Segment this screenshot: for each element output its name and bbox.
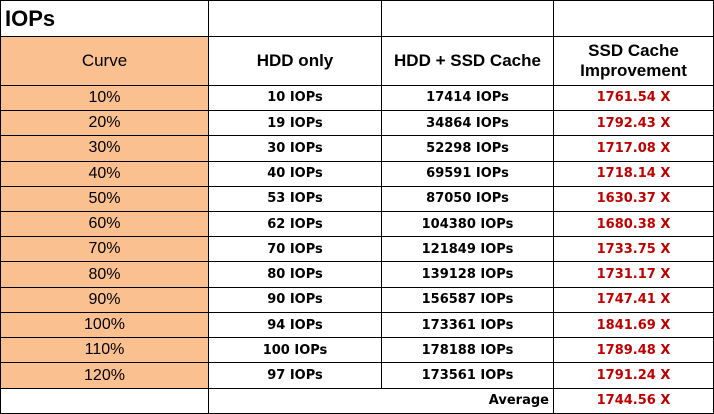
hdd-only-cell: 94 IOPs [208, 311, 382, 339]
blank-cell [0, 387, 209, 414]
hdd-ssd-cell: 139128 IOPs [381, 261, 554, 288]
hdd-only-cell: 80 IOPs [208, 261, 382, 288]
improvement-cell: 1789.48 X [553, 337, 714, 364]
hdd-ssd-cell: 173561 IOPs [381, 362, 554, 389]
curve-cell: 30% [0, 135, 209, 162]
improvement-cell: 1717.08 X [553, 135, 714, 162]
hdd-ssd-cell: 173361 IOPs [381, 311, 554, 339]
improvement-cell: 1680.38 X [553, 210, 714, 238]
hdd-ssd-cell: 34864 IOPs [381, 110, 554, 137]
hdd-ssd-cell: 121849 IOPs [381, 236, 554, 263]
curve-cell: 90% [0, 286, 209, 313]
table-row: 70% 70 IOPs 121849 IOPs 1733.75 X [0, 236, 714, 263]
curve-cell: 60% [0, 210, 209, 238]
curve-cell: 20% [0, 110, 209, 137]
improvement-cell: 1841.69 X [553, 311, 714, 339]
table-row: 100% 94 IOPs 173361 IOPs 1841.69 X [0, 311, 714, 339]
hdd-only-cell: 19 IOPs [208, 110, 382, 137]
hdd-ssd-cell: 69591 IOPs [381, 160, 554, 187]
hdd-ssd-cell: 156587 IOPs [381, 286, 554, 313]
table-body: 10% 10 IOPs 17414 IOPs 1761.54 X 20% 19 IOPs 3… [0, 84, 714, 389]
hdd-only-cell: 70 IOPs [208, 236, 382, 263]
hdd-only-cell: 62 IOPs [208, 210, 382, 238]
table-row: 30% 30 IOPs 52298 IOPs 1717.08 X [0, 135, 714, 162]
curve-cell: 50% [0, 185, 209, 212]
hdd-ssd-cell: 178188 IOPs [381, 337, 554, 364]
hdd-ssd-cell: 17414 IOPs [381, 84, 554, 112]
blank-cell [381, 0, 554, 38]
curve-cell: 110% [0, 337, 209, 364]
blank-cell [208, 0, 382, 38]
curve-cell: 70% [0, 236, 209, 263]
table-row: 90% 90 IOPs 156587 IOPs 1747.41 X [0, 286, 714, 313]
curve-cell: 10% [0, 84, 209, 112]
hdd-only-cell: 40 IOPs [208, 160, 382, 187]
table-row: 120% 97 IOPs 173561 IOPs 1791.24 X [0, 362, 714, 389]
sheet-title: IOPs [0, 0, 209, 38]
curve-cell: 120% [0, 362, 209, 389]
hdd-only-cell: 100 IOPs [208, 337, 382, 364]
curve-cell: 80% [0, 261, 209, 288]
curve-cell: 40% [0, 160, 209, 187]
hdd-ssd-cell: 104380 IOPs [381, 210, 554, 238]
table-row: 60% 62 IOPs 104380 IOPs 1680.38 X [0, 210, 714, 238]
table-row: 10% 10 IOPs 17414 IOPs 1761.54 X [0, 84, 714, 112]
header-curve: Curve [0, 36, 209, 86]
hdd-only-cell: 97 IOPs [208, 362, 382, 389]
title-row: IOPs [0, 0, 714, 38]
header-ssd-cache-improvement: SSD Cache Improvement [553, 36, 714, 86]
header-hdd-only: HDD only [208, 36, 382, 86]
table-row: 40% 40 IOPs 69591 IOPs 1718.14 X [0, 160, 714, 187]
improvement-cell: 1747.41 X [553, 286, 714, 313]
improvement-cell: 1791.24 X [553, 362, 714, 389]
hdd-ssd-cell: 52298 IOPs [381, 135, 554, 162]
average-row: Average 1744.56 X [0, 387, 714, 414]
table-row: 80% 80 IOPs 139128 IOPs 1731.17 X [0, 261, 714, 288]
table-row: 20% 19 IOPs 34864 IOPs 1792.43 X [0, 110, 714, 137]
improvement-cell: 1731.17 X [553, 261, 714, 288]
hdd-only-cell: 10 IOPs [208, 84, 382, 112]
header-hdd-ssd-cache: HDD + SSD Cache [381, 36, 554, 86]
header-row: Curve HDD only HDD + SSD Cache SSD Cache… [0, 36, 714, 86]
table-row: 110% 100 IOPs 178188 IOPs 1789.48 X [0, 337, 714, 364]
hdd-only-cell: 30 IOPs [208, 135, 382, 162]
curve-cell: 100% [0, 311, 209, 339]
table-row: 50% 53 IOPs 87050 IOPs 1630.37 X [0, 185, 714, 212]
improvement-cell: 1630.37 X [553, 185, 714, 212]
hdd-only-cell: 90 IOPs [208, 286, 382, 313]
hdd-ssd-cell: 87050 IOPs [381, 185, 554, 212]
improvement-cell: 1761.54 X [553, 84, 714, 112]
hdd-only-cell: 53 IOPs [208, 185, 382, 212]
blank-cell [208, 387, 382, 414]
average-label: Average [381, 387, 554, 414]
improvement-cell: 1718.14 X [553, 160, 714, 187]
blank-cell [553, 0, 714, 38]
average-value: 1744.56 X [553, 387, 714, 414]
improvement-cell: 1792.43 X [553, 110, 714, 137]
improvement-cell: 1733.75 X [553, 236, 714, 263]
